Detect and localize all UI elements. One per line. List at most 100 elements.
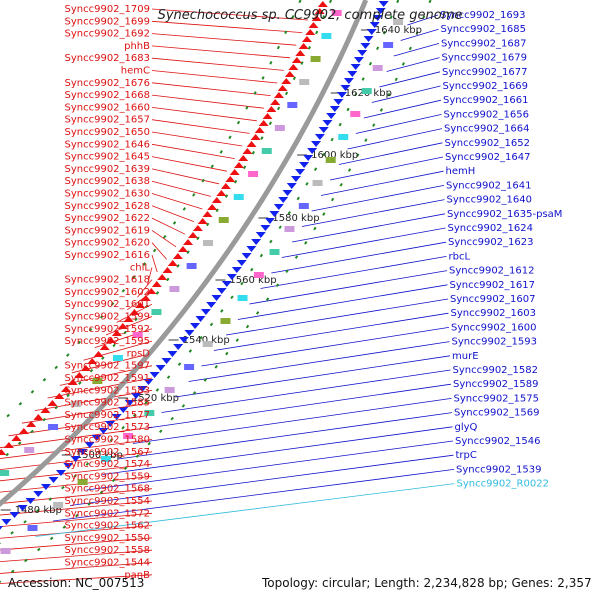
- feature-block: [269, 249, 280, 255]
- reverse-gene-arrow: [167, 351, 178, 357]
- right-gene-label[interactable]: Syncc9902_1593: [452, 337, 538, 348]
- left-gene-label[interactable]: chlL: [130, 262, 151, 273]
- left-gene-label[interactable]: Syncc9902_1544: [65, 558, 151, 569]
- right-gene-label[interactable]: Syncc9902_1612: [449, 266, 535, 277]
- feature-block: [48, 424, 59, 430]
- reverse-gene-arrow: [347, 71, 358, 77]
- left-gene-label[interactable]: Syncc9902_1619: [65, 225, 151, 236]
- left-gene-label[interactable]: panB: [124, 570, 150, 581]
- right-gene-label[interactable]: Syncc9902_1652: [445, 138, 531, 149]
- right-gene-label[interactable]: Syncc9902_1575: [454, 393, 540, 404]
- left-gene-label[interactable]: Syncc9902_1602: [65, 287, 151, 298]
- left-gene-label[interactable]: Syncc9902_1585: [65, 398, 151, 409]
- left-gene-label[interactable]: Syncc9902_1646: [65, 139, 151, 150]
- left-gene-label[interactable]: Syncc9902_1559: [65, 471, 151, 482]
- left-gene-label[interactable]: Syncc9902_1630: [65, 189, 151, 200]
- left-gene-label[interactable]: Syncc9902_1558: [65, 545, 151, 556]
- reverse-gene-arrow: [278, 197, 289, 203]
- left-gene-label[interactable]: Syncc9902_1638: [65, 176, 151, 187]
- left-gene-label[interactable]: Syncc9902_1676: [65, 78, 151, 89]
- left-gene-label[interactable]: Syncc9902_1562: [65, 521, 151, 532]
- left-gene-label[interactable]: rpsD: [127, 348, 151, 359]
- right-gene-label[interactable]: hemH: [446, 166, 476, 177]
- right-gene-label[interactable]: Syncc9902_1687: [441, 38, 527, 49]
- left-gene-label[interactable]: Syncc9902_1692: [65, 29, 151, 40]
- left-gene-label[interactable]: Syncc9902_1618: [65, 275, 151, 286]
- forward-gene-arrow: [0, 449, 7, 455]
- left-gene-label[interactable]: Syncc9902_1668: [65, 90, 151, 101]
- left-gene-label[interactable]: Syncc9902_1597: [65, 361, 151, 372]
- right-gene-label[interactable]: Syncc9902_1624: [448, 223, 534, 234]
- right-gene-label[interactable]: Syncc9902_1589: [453, 379, 539, 390]
- feature-block: [299, 79, 310, 85]
- left-gene-label[interactable]: Syncc9902_1572: [65, 508, 151, 519]
- right-gene-label[interactable]: Syncc9902_1617: [450, 280, 536, 291]
- left-gene-label[interactable]: Syncc9902_1568: [65, 484, 151, 495]
- right-gene-label[interactable]: Syncc9902_1546: [455, 436, 541, 447]
- right-gene-label[interactable]: Syncc9902_1685: [441, 24, 527, 35]
- right-gene-label[interactable]: Syncc9902_1640: [447, 195, 533, 206]
- left-gene-label[interactable]: Syncc9902_1583: [65, 385, 151, 396]
- forward-gene-arrow: [281, 78, 292, 84]
- tick-label: 1560 kbp: [229, 275, 276, 286]
- forward-gene-arrow: [151, 281, 162, 287]
- right-gene-label[interactable]: Syncc9902_1656: [444, 109, 530, 120]
- left-gene-label[interactable]: Syncc9902_1620: [65, 238, 151, 249]
- left-gene-label[interactable]: Syncc9902_1628: [65, 201, 151, 212]
- right-gene-label[interactable]: Syncc9902_1647: [445, 152, 531, 163]
- left-gene-label[interactable]: Syncc9902_1599: [65, 312, 151, 323]
- left-gene-label[interactable]: Syncc9902_1601: [65, 299, 151, 310]
- right-gene-label[interactable]: Syncc9902_1677: [442, 67, 528, 78]
- right-gene-label[interactable]: trpC: [456, 450, 477, 461]
- right-gene-label[interactable]: Syncc9902_1669: [443, 81, 529, 92]
- left-gene-label[interactable]: phhB: [124, 41, 150, 52]
- left-gene-label[interactable]: Syncc9902_1622: [65, 213, 151, 224]
- feature-block: [287, 102, 298, 108]
- right-gene-label[interactable]: Syncc9902_1603: [451, 308, 537, 319]
- left-gene-label[interactable]: Syncc9902_1554: [65, 496, 151, 507]
- right-gene-label[interactable]: rbcL: [449, 251, 471, 262]
- left-gene-label[interactable]: Syncc9902_1645: [65, 152, 151, 163]
- left-gene-label[interactable]: Syncc9902_1577: [65, 410, 151, 421]
- right-gene-label[interactable]: Syncc9902_1607: [450, 294, 536, 305]
- right-gene-label[interactable]: Syncc9902_1693: [440, 10, 526, 21]
- reverse-gene-arrow: [195, 316, 206, 322]
- left-leader-line: [126, 291, 153, 311]
- right-gene-label[interactable]: Syncc9902_1569: [454, 408, 540, 419]
- right-gene-label[interactable]: Syncc9902_1661: [443, 95, 529, 106]
- backbone-arc: [0, 0, 369, 508]
- right-gene-label[interactable]: glyQ: [455, 422, 478, 433]
- right-gene-label[interactable]: Syncc9902_1539: [456, 464, 542, 475]
- right-gene-label[interactable]: Syncc9902_1582: [453, 365, 539, 376]
- right-gene-label[interactable]: Syncc9902_1623: [448, 237, 534, 248]
- left-gene-label[interactable]: Syncc9902_1650: [65, 127, 151, 138]
- left-gene-label[interactable]: Syncc9902_1591: [65, 373, 151, 384]
- reverse-gene-arrow: [25, 498, 36, 504]
- right-gene-label[interactable]: Syncc9902_R0022: [457, 479, 549, 490]
- right-gene-label[interactable]: Syncc9902_1635-psaM: [447, 209, 562, 220]
- right-leader-line: [363, 99, 442, 119]
- right-gene-label[interactable]: murE: [452, 351, 479, 362]
- right-gene-label[interactable]: Syncc9902_1600: [451, 322, 537, 333]
- left-gene-label[interactable]: Syncc9902_1580: [65, 435, 151, 446]
- right-gene-label[interactable]: Syncc9902_1679: [442, 53, 528, 64]
- left-gene-label[interactable]: Syncc9902_1574: [65, 459, 151, 470]
- left-gene-label[interactable]: hemC: [121, 66, 150, 77]
- left-gene-label[interactable]: Syncc9902_1573: [65, 422, 151, 433]
- left-gene-label[interactable]: Syncc9902_1683: [65, 53, 151, 64]
- right-gene-label[interactable]: Syncc9902_1641: [446, 180, 532, 191]
- left-leader-line: [137, 279, 153, 298]
- left-gene-label[interactable]: Syncc9902_1699: [65, 16, 151, 27]
- left-gene-label[interactable]: Syncc9902_1657: [65, 115, 151, 126]
- right-gene-label[interactable]: Syncc9902_1664: [444, 124, 530, 135]
- left-gene-label[interactable]: Syncc9902_1550: [65, 533, 151, 544]
- left-gene-label[interactable]: Syncc9902_1616: [65, 250, 151, 261]
- left-gene-label[interactable]: Syncc9902_1595: [65, 336, 151, 347]
- reverse-gene-arrow: [333, 99, 344, 105]
- left-gene-label[interactable]: Syncc9902_1592: [65, 324, 151, 335]
- left-gene-label[interactable]: Syncc9902_1660: [65, 102, 151, 113]
- left-gene-label[interactable]: Syncc9902_1567: [65, 447, 151, 458]
- left-gene-label[interactable]: Syncc9902_1709: [65, 4, 151, 15]
- right-leader-line: [86, 440, 454, 491]
- left-gene-label[interactable]: Syncc9902_1639: [65, 164, 151, 175]
